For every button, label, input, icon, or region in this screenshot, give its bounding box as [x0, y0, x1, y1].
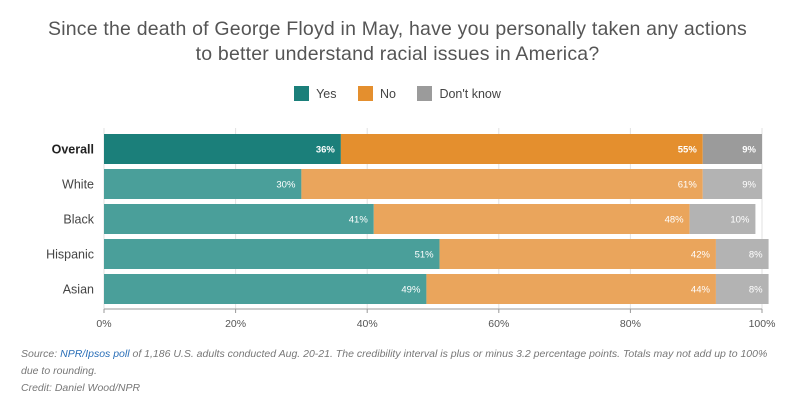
bar-don-t-know-overall — [702, 134, 762, 164]
data-label-no-asian: 44% — [691, 285, 711, 296]
source-text: of 1,186 U.S. adults conducted Aug. 20-2… — [21, 348, 768, 377]
data-label-don-t-know-white: 9% — [742, 180, 756, 191]
data-label-yes-asian: 49% — [401, 285, 421, 296]
x-tick-label-80: 80% — [620, 318, 641, 330]
legend-item-no: No — [357, 86, 396, 101]
category-label-white: White — [62, 178, 94, 192]
source-note: Source: NPR/Ipsos poll of 1,186 U.S. adu… — [21, 346, 781, 380]
title-line-1: Since the death of George Floyd in May, … — [47, 18, 748, 40]
bar-no-white — [301, 169, 703, 199]
bar-don-t-know-black — [689, 204, 756, 234]
legend-item-dont-know: Don't know — [417, 86, 501, 101]
stacked-bar-chart: 0% 20% 40% 60% 80% 100% Overall 36% 55% 9% White 30… — [46, 128, 776, 330]
data-label-don-t-know-asian: 8% — [749, 285, 763, 296]
bar-no-hispanic — [439, 239, 716, 269]
bar-yes-asian — [104, 274, 427, 304]
chart-footer: Source: NPR/Ipsos poll of 1,186 U.S. adu… — [21, 346, 781, 397]
data-label-don-t-know-overall: 9% — [742, 145, 756, 156]
bar-yes-white — [104, 169, 302, 199]
bar-yes-black — [104, 204, 374, 234]
data-label-yes-black: 41% — [349, 215, 369, 226]
data-label-no-black: 48% — [665, 215, 685, 226]
legend-item-yes: Yes — [294, 86, 337, 101]
category-label-overall: Overall — [52, 143, 94, 157]
bar-no-black — [373, 204, 690, 234]
bar-don-t-know-hispanic — [715, 239, 769, 269]
x-tick-label-20: 20% — [225, 318, 246, 330]
category-label-hispanic: Hispanic — [46, 248, 94, 262]
data-label-no-overall: 55% — [678, 145, 698, 156]
legend-label-yes: Yes — [316, 86, 337, 101]
bar-don-t-know-asian — [715, 274, 769, 304]
legend-swatch-no — [357, 86, 373, 101]
source-prefix: Source: — [21, 348, 61, 360]
x-tick-label-0: 0% — [96, 318, 111, 330]
x-tick-label-60: 60% — [488, 318, 509, 330]
credit-note: Credit: Daniel Wood/NPR — [21, 382, 141, 394]
bar-yes-overall — [104, 134, 341, 164]
bar-yes-hispanic — [104, 239, 440, 269]
source-link[interactable]: NPR/Ipsos poll — [60, 348, 130, 360]
legend-swatch-dont-know — [417, 86, 433, 101]
category-label-black: Black — [63, 213, 94, 227]
data-label-yes-white: 30% — [276, 180, 296, 191]
data-label-yes-hispanic: 51% — [415, 250, 435, 261]
bar-no-overall — [340, 134, 703, 164]
category-label-asian: Asian — [63, 283, 94, 297]
data-label-yes-overall: 36% — [316, 145, 336, 156]
legend-swatch-yes — [294, 86, 310, 101]
chart-title: Since the death of George Floyd in May, … — [0, 17, 795, 67]
title-line-2: to better understand racial issues in Am… — [195, 43, 600, 65]
legend: Yes No Don't know — [0, 86, 795, 104]
bar-no-asian — [426, 274, 716, 304]
x-tick-label-100: 100% — [749, 318, 776, 330]
data-label-don-t-know-black: 10% — [730, 215, 750, 226]
legend-label-dont-know: Don't know — [439, 86, 501, 101]
data-label-don-t-know-hispanic: 8% — [749, 250, 763, 261]
x-tick-label-40: 40% — [357, 318, 378, 330]
legend-label-no: No — [379, 86, 396, 101]
data-label-no-hispanic: 42% — [691, 250, 711, 261]
bar-don-t-know-white — [702, 169, 762, 199]
data-label-no-white: 61% — [678, 180, 698, 191]
